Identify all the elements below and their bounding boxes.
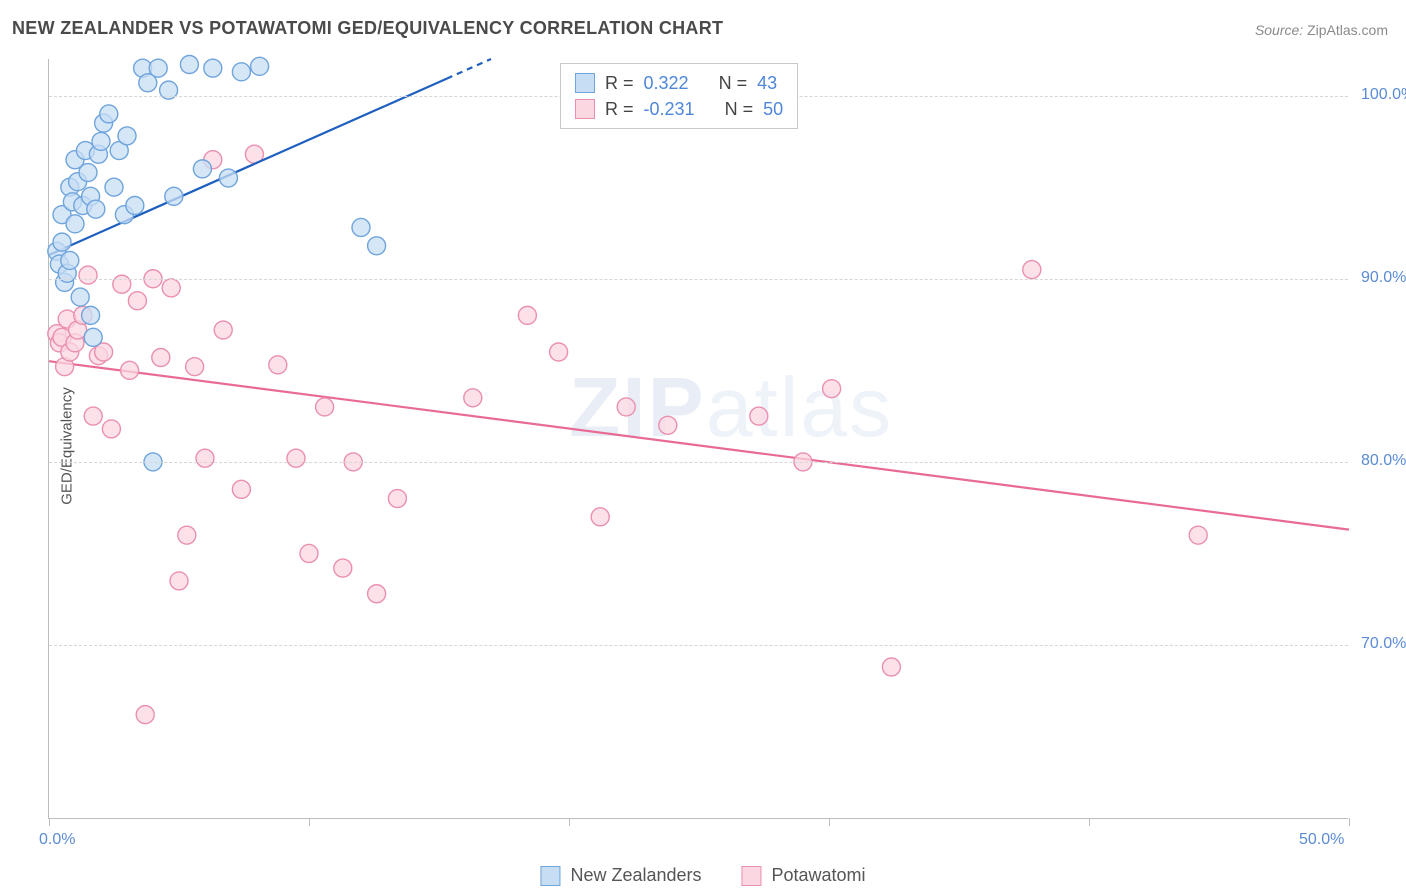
x-tick-label: 0.0% xyxy=(39,831,75,849)
stat-r-label: R = xyxy=(605,96,634,122)
source-label: Source: xyxy=(1255,22,1303,38)
legend-bottom: New Zealanders Potawatomi xyxy=(540,865,865,886)
y-tick-label: 80.0% xyxy=(1361,452,1406,470)
plot-area: ZIPatlas 70.0%80.0%90.0%100.0%0.0%50.0% xyxy=(48,59,1348,819)
stat-r-2: -0.231 xyxy=(644,96,695,122)
swatch-series-2-btm xyxy=(742,866,762,886)
x-tick xyxy=(1089,818,1090,826)
stat-n-label: N = xyxy=(725,96,754,122)
swatch-series-1 xyxy=(575,73,595,93)
source-credit: Source: ZipAtlas.com xyxy=(1255,22,1388,38)
stat-r-label: R = xyxy=(605,70,634,96)
legend-stats-row-2: R = -0.231 N = 50 xyxy=(575,96,783,122)
x-tick xyxy=(49,818,50,826)
y-tick-label: 100.0% xyxy=(1361,86,1406,104)
legend-stats-row-1: R = 0.322 N = 43 xyxy=(575,70,783,96)
stat-n-label: N = xyxy=(719,70,748,96)
legend-label-2: Potawatomi xyxy=(772,865,866,886)
stat-r-1: 0.322 xyxy=(644,70,689,96)
plot-svg xyxy=(49,59,1348,818)
y-tick-label: 70.0% xyxy=(1361,635,1406,653)
gridline xyxy=(49,645,1348,646)
legend-label-1: New Zealanders xyxy=(570,865,701,886)
gridline xyxy=(49,279,1348,280)
gridline xyxy=(49,462,1348,463)
x-tick xyxy=(829,818,830,826)
stat-n-2: 50 xyxy=(763,96,783,122)
x-tick xyxy=(1349,818,1350,826)
swatch-series-1-btm xyxy=(540,866,560,886)
x-tick-label: 50.0% xyxy=(1299,831,1344,849)
x-tick xyxy=(309,818,310,826)
swatch-series-2 xyxy=(575,99,595,119)
legend-stats-box: R = 0.322 N = 43 R = -0.231 N = 50 xyxy=(560,63,798,129)
source-value: ZipAtlas.com xyxy=(1307,22,1388,38)
stat-n-1: 43 xyxy=(757,70,777,96)
y-tick-label: 90.0% xyxy=(1361,269,1406,287)
legend-item-2: Potawatomi xyxy=(742,865,866,886)
chart-title: NEW ZEALANDER VS POTAWATOMI GED/EQUIVALE… xyxy=(12,18,723,39)
legend-item-1: New Zealanders xyxy=(540,865,701,886)
x-tick xyxy=(569,818,570,826)
